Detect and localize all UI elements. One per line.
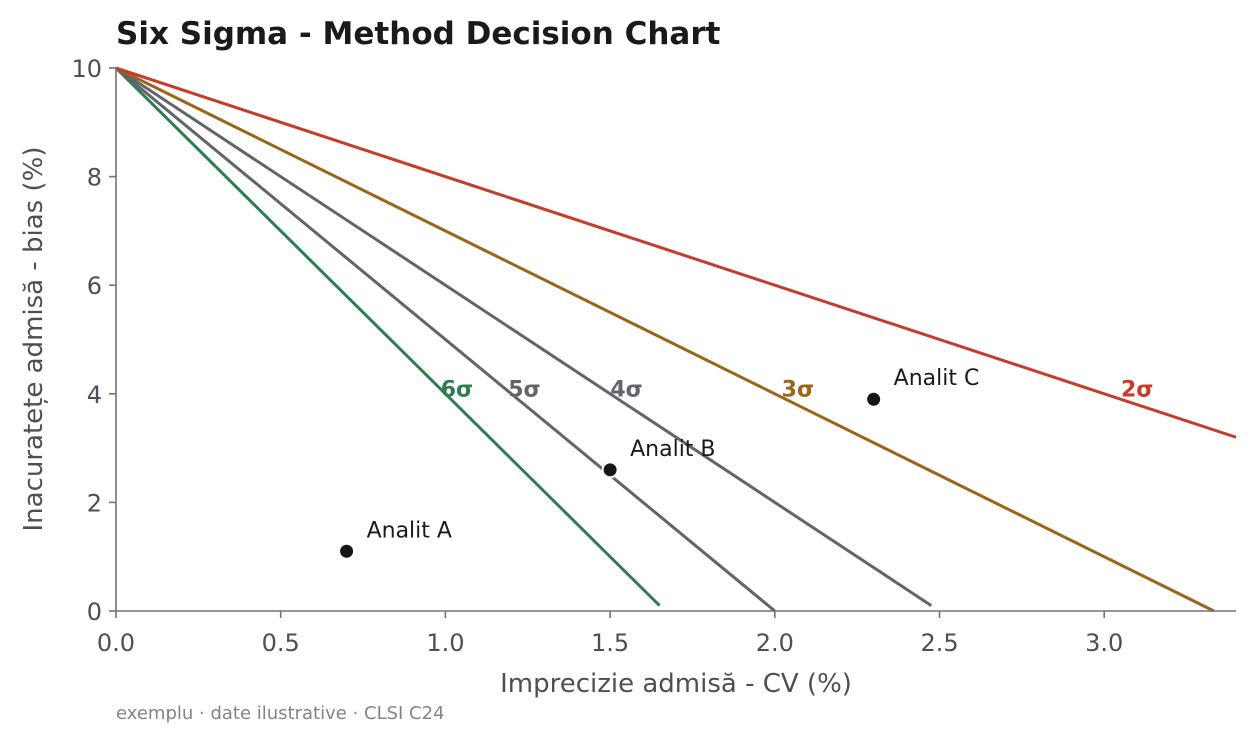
x-tick-label: 2.5 [920, 629, 958, 657]
y-axis-title: Inacuratețe admisă - bias (%) [19, 147, 49, 532]
sigma-labels: 6σ 5σ 4σ 3σ 2σ [441, 377, 1154, 402]
sigma-label-5: 5σ [508, 377, 540, 402]
sigma-lines [114, 66, 1237, 613]
x-tick-label: 1.5 [591, 629, 629, 657]
y-tick-label: 10 [71, 55, 102, 83]
x-tick-label: 3.0 [1085, 629, 1123, 657]
analyte-point-label: Analit A [367, 518, 452, 543]
sigma-label-3: 3σ [782, 377, 814, 402]
y-tick-label: 0 [87, 598, 102, 626]
analyte-points: Analit A Analit B Analit C [338, 366, 980, 560]
y-tick-label: 2 [87, 489, 102, 517]
sigma-label-2: 2σ [1121, 377, 1153, 402]
footer-note: exemplu · date ilustrative · CLSI C24 [116, 703, 445, 724]
sigma-label-6: 6σ [441, 377, 473, 402]
analyte-point-label: Analit B [630, 437, 715, 462]
analyte-point [338, 542, 356, 560]
x-tick-label: 1.0 [426, 629, 464, 657]
x-tick-label: 2.0 [756, 629, 794, 657]
y-tick-label: 4 [87, 381, 102, 409]
y-tick-label: 6 [87, 272, 102, 300]
sigma-line-5 [115, 66, 776, 613]
sigma-line-6 [114, 66, 661, 607]
axis-ticks: 0.0 0.5 1.0 1.5 2.0 2.5 3.0 0 2 4 6 8 10 [71, 55, 1123, 657]
sigma-line-2 [115, 66, 1237, 439]
sigma-line-3 [115, 66, 1215, 613]
axes [115, 68, 1236, 612]
x-tick-label: 0.0 [97, 629, 135, 657]
sigma-label-4: 4σ [610, 377, 642, 402]
analyte-point [865, 390, 883, 408]
x-tick-label: 0.5 [262, 629, 300, 657]
analyte-point [601, 461, 619, 479]
y-tick-label: 8 [87, 164, 102, 192]
chart-title: Six Sigma - Method Decision Chart [116, 16, 721, 52]
sigma-line-4 [115, 66, 933, 607]
analyte-point-label: Analit C [894, 366, 980, 391]
x-axis-title: Imprecizie admisă - CV (%) [500, 669, 852, 699]
